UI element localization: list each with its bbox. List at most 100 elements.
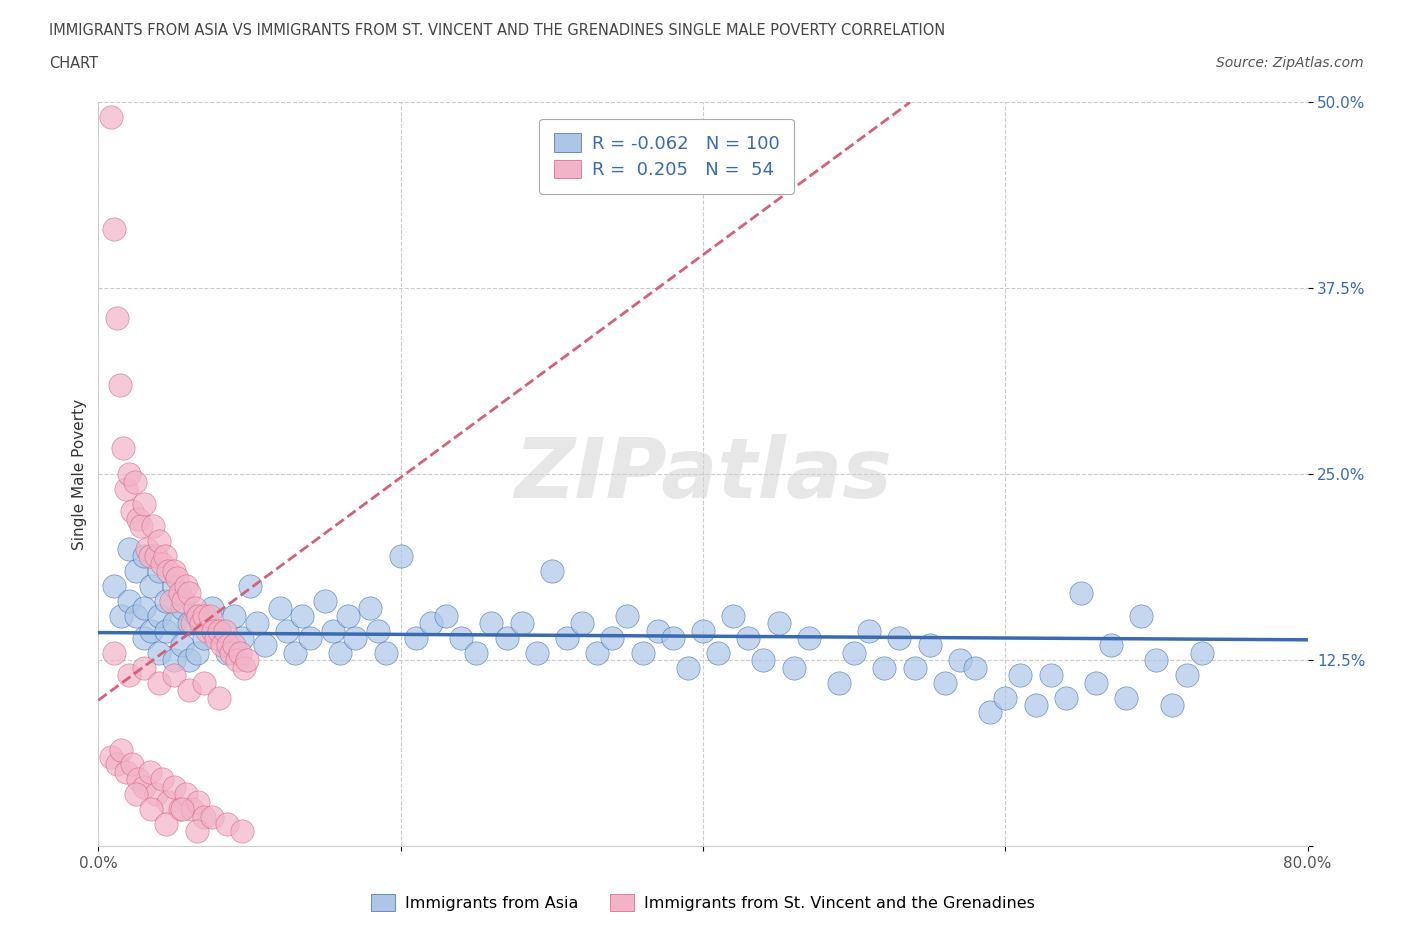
Point bbox=[299, 631, 322, 645]
Point bbox=[105, 757, 128, 772]
Point bbox=[121, 504, 143, 519]
Point bbox=[163, 564, 186, 578]
Point bbox=[103, 578, 125, 593]
Point bbox=[125, 608, 148, 623]
Point bbox=[141, 623, 163, 638]
Point bbox=[231, 631, 253, 645]
Point bbox=[661, 631, 683, 645]
Point bbox=[148, 608, 170, 623]
Point bbox=[181, 616, 204, 631]
Point bbox=[179, 616, 201, 631]
Point bbox=[586, 645, 609, 660]
Point bbox=[156, 564, 179, 578]
Point bbox=[481, 616, 503, 631]
Point bbox=[132, 497, 155, 512]
Point bbox=[783, 660, 806, 675]
Y-axis label: Single Male Poverty: Single Male Poverty bbox=[72, 399, 87, 550]
Point bbox=[103, 645, 125, 660]
Point bbox=[186, 608, 208, 623]
Point bbox=[184, 601, 207, 616]
Point bbox=[949, 653, 972, 668]
Text: CHART: CHART bbox=[49, 56, 98, 71]
Point bbox=[276, 623, 298, 638]
Point bbox=[105, 311, 128, 325]
Point bbox=[389, 549, 412, 564]
Point bbox=[707, 645, 730, 660]
Point bbox=[692, 623, 714, 638]
Point bbox=[118, 541, 141, 556]
Point bbox=[153, 549, 176, 564]
Point bbox=[155, 593, 177, 608]
Legend: R = -0.062   N = 100, R =  0.205   N =  54: R = -0.062 N = 100, R = 0.205 N = 54 bbox=[540, 119, 794, 193]
Point bbox=[187, 608, 209, 623]
Point bbox=[269, 601, 291, 616]
Point bbox=[110, 742, 132, 757]
Point bbox=[193, 608, 215, 623]
Point bbox=[322, 623, 344, 638]
Point bbox=[139, 764, 162, 779]
Point bbox=[239, 578, 262, 593]
Point bbox=[181, 802, 204, 817]
Point bbox=[141, 578, 163, 593]
Point bbox=[844, 645, 866, 660]
Point bbox=[1054, 690, 1077, 705]
Point bbox=[148, 564, 170, 578]
Point bbox=[169, 802, 191, 817]
Point bbox=[873, 660, 896, 675]
Point bbox=[139, 549, 162, 564]
Point bbox=[118, 593, 141, 608]
Point bbox=[405, 631, 427, 645]
Point bbox=[1130, 608, 1153, 623]
Point bbox=[163, 779, 186, 794]
Point bbox=[129, 519, 152, 534]
Point bbox=[336, 608, 359, 623]
Text: IMMIGRANTS FROM ASIA VS IMMIGRANTS FROM ST. VINCENT AND THE GRENADINES SINGLE MA: IMMIGRANTS FROM ASIA VS IMMIGRANTS FROM … bbox=[49, 23, 945, 38]
Point bbox=[148, 675, 170, 690]
Point bbox=[132, 601, 155, 616]
Point bbox=[616, 608, 638, 623]
Point bbox=[224, 638, 246, 653]
Point bbox=[214, 623, 236, 638]
Point bbox=[201, 809, 224, 824]
Point bbox=[150, 556, 173, 571]
Point bbox=[193, 675, 215, 690]
Point bbox=[201, 601, 224, 616]
Point bbox=[737, 631, 759, 645]
Point bbox=[221, 645, 243, 660]
Point bbox=[979, 705, 1001, 720]
Point bbox=[145, 549, 167, 564]
Point bbox=[163, 578, 186, 593]
Point bbox=[166, 571, 188, 586]
Point bbox=[179, 683, 201, 698]
Point bbox=[253, 638, 276, 653]
Point bbox=[125, 564, 148, 578]
Point bbox=[797, 631, 820, 645]
Point bbox=[284, 645, 307, 660]
Point bbox=[226, 653, 249, 668]
Point bbox=[1039, 668, 1062, 683]
Point bbox=[127, 512, 149, 526]
Point bbox=[200, 608, 222, 623]
Point bbox=[858, 623, 880, 638]
Legend: Immigrants from Asia, Immigrants from St. Vincent and the Grenadines: Immigrants from Asia, Immigrants from St… bbox=[366, 888, 1040, 917]
Point bbox=[103, 221, 125, 236]
Point bbox=[205, 631, 228, 645]
Point bbox=[540, 564, 562, 578]
Point bbox=[918, 638, 941, 653]
Point bbox=[211, 638, 233, 653]
Point bbox=[108, 378, 131, 392]
Point bbox=[169, 586, 191, 601]
Point bbox=[360, 601, 382, 616]
Point bbox=[752, 653, 775, 668]
Point bbox=[232, 660, 254, 675]
Point bbox=[118, 668, 141, 683]
Point bbox=[170, 601, 193, 616]
Point bbox=[235, 653, 257, 668]
Point bbox=[215, 645, 238, 660]
Point bbox=[1160, 698, 1182, 712]
Point bbox=[1024, 698, 1046, 712]
Point bbox=[329, 645, 352, 660]
Point bbox=[110, 608, 132, 623]
Point bbox=[314, 593, 336, 608]
Point bbox=[163, 653, 186, 668]
